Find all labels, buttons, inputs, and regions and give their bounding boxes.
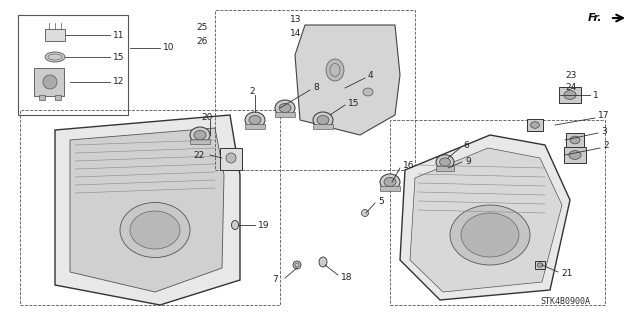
Text: 3: 3 bbox=[601, 127, 607, 136]
Bar bbox=[20, 110, 280, 305]
Bar bbox=[245, 124, 265, 129]
Text: 20: 20 bbox=[202, 113, 212, 122]
Ellipse shape bbox=[450, 205, 530, 265]
Bar bbox=[436, 166, 454, 170]
Text: Fr.: Fr. bbox=[588, 13, 602, 23]
Text: 13: 13 bbox=[290, 16, 301, 25]
Bar bbox=[55, 95, 61, 100]
Text: 9: 9 bbox=[465, 157, 471, 166]
Ellipse shape bbox=[440, 158, 451, 166]
Ellipse shape bbox=[45, 52, 65, 62]
Text: 19: 19 bbox=[258, 220, 269, 229]
Ellipse shape bbox=[362, 210, 369, 217]
Bar bbox=[220, 148, 242, 170]
Bar bbox=[390, 120, 605, 305]
Polygon shape bbox=[400, 135, 570, 300]
Polygon shape bbox=[34, 68, 64, 96]
Bar bbox=[535, 261, 545, 269]
Bar bbox=[566, 133, 584, 147]
Bar bbox=[564, 147, 586, 163]
Ellipse shape bbox=[461, 213, 519, 257]
Ellipse shape bbox=[531, 122, 540, 128]
Text: 4: 4 bbox=[368, 71, 374, 80]
Ellipse shape bbox=[190, 127, 210, 143]
Ellipse shape bbox=[293, 261, 301, 269]
Text: 5: 5 bbox=[378, 197, 384, 205]
Text: 12: 12 bbox=[113, 78, 124, 86]
Bar bbox=[380, 186, 400, 191]
Ellipse shape bbox=[275, 100, 295, 116]
Ellipse shape bbox=[326, 59, 344, 81]
Text: STK4B0900A: STK4B0900A bbox=[540, 298, 590, 307]
Polygon shape bbox=[295, 25, 400, 135]
Text: 21: 21 bbox=[561, 270, 572, 278]
Text: 1: 1 bbox=[593, 91, 599, 100]
Ellipse shape bbox=[279, 103, 291, 113]
Text: 10: 10 bbox=[163, 43, 175, 53]
Text: 23: 23 bbox=[565, 70, 577, 79]
Bar bbox=[559, 87, 581, 103]
Ellipse shape bbox=[226, 153, 236, 163]
Text: 15: 15 bbox=[113, 53, 125, 62]
Text: 26: 26 bbox=[196, 38, 207, 47]
Text: 18: 18 bbox=[341, 272, 353, 281]
Ellipse shape bbox=[232, 220, 239, 229]
Text: 14: 14 bbox=[290, 28, 301, 38]
Ellipse shape bbox=[380, 174, 400, 190]
Bar bbox=[275, 112, 295, 117]
Bar bbox=[527, 119, 543, 131]
Ellipse shape bbox=[363, 88, 373, 96]
Ellipse shape bbox=[43, 75, 57, 89]
Ellipse shape bbox=[313, 112, 333, 128]
Text: 17: 17 bbox=[598, 112, 609, 121]
Text: 15: 15 bbox=[348, 99, 360, 108]
Text: 16: 16 bbox=[403, 161, 415, 170]
Text: 25: 25 bbox=[196, 24, 207, 33]
Ellipse shape bbox=[564, 91, 576, 100]
Polygon shape bbox=[45, 29, 65, 41]
Text: 11: 11 bbox=[113, 31, 125, 40]
Text: 2: 2 bbox=[603, 142, 609, 151]
Ellipse shape bbox=[436, 155, 454, 169]
Ellipse shape bbox=[130, 211, 180, 249]
Bar bbox=[39, 95, 45, 100]
Polygon shape bbox=[55, 115, 240, 305]
Bar bbox=[313, 124, 333, 129]
Polygon shape bbox=[70, 128, 224, 292]
Text: 2: 2 bbox=[249, 87, 255, 97]
Ellipse shape bbox=[570, 136, 580, 144]
Ellipse shape bbox=[249, 115, 261, 124]
Text: 24: 24 bbox=[565, 84, 576, 93]
Ellipse shape bbox=[569, 151, 581, 160]
Text: 7: 7 bbox=[272, 276, 278, 285]
Ellipse shape bbox=[317, 115, 329, 124]
Bar bbox=[18, 15, 128, 115]
Bar bbox=[215, 10, 415, 170]
Polygon shape bbox=[410, 148, 562, 292]
Text: 8: 8 bbox=[313, 84, 319, 93]
Text: 22: 22 bbox=[194, 151, 205, 160]
Ellipse shape bbox=[537, 263, 543, 267]
Ellipse shape bbox=[194, 130, 206, 139]
Ellipse shape bbox=[120, 203, 190, 257]
Ellipse shape bbox=[319, 257, 327, 267]
Ellipse shape bbox=[384, 177, 396, 187]
FancyArrowPatch shape bbox=[612, 15, 623, 21]
Text: 6: 6 bbox=[463, 142, 468, 151]
Ellipse shape bbox=[245, 112, 265, 128]
Bar bbox=[190, 139, 210, 144]
